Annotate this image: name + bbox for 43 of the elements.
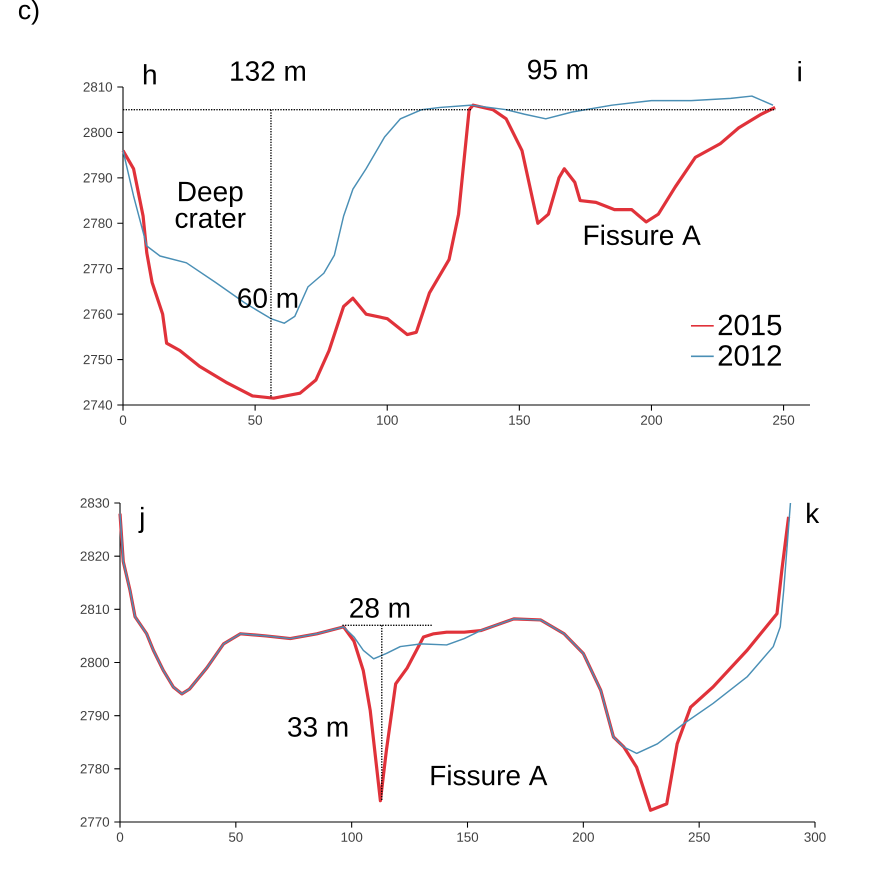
x-tick-label: 50	[248, 415, 262, 425]
annotation: Deep crater	[176, 182, 246, 228]
annotation: Fissure A	[584, 224, 701, 246]
x-tick-label: 100	[342, 832, 362, 842]
text: i	[798, 60, 801, 82]
x-tick-label: 150	[457, 832, 478, 842]
y-tick-label: 2780	[80, 764, 110, 774]
x-tick-label: 300	[804, 832, 826, 842]
y-tick-label: 2740	[84, 400, 112, 410]
text: h	[144, 64, 156, 84]
annotation: k	[807, 502, 820, 524]
x-tick-label: 250	[773, 415, 794, 425]
y-tick-label: 2790	[80, 710, 110, 720]
x-tick-label: 0	[120, 415, 126, 425]
y-tick-label: 2760	[84, 309, 112, 319]
legend-label: 2015	[718, 314, 782, 336]
x-tick-label: 250	[688, 832, 710, 842]
y-tick-label: 2770	[84, 264, 112, 274]
y-tick-label: 2820	[80, 551, 110, 561]
y-tick-label: 2810	[80, 604, 110, 614]
x-tick-label: 0	[116, 832, 124, 842]
y-tick-label: 2750	[84, 354, 112, 364]
annotation: 33 m	[288, 717, 348, 737]
annotation: 60 m	[238, 288, 298, 308]
y-tick-label: 2770	[80, 817, 110, 827]
y-tick-label: 2830	[80, 498, 110, 508]
y-tick-label: 2810	[84, 82, 112, 92]
y-tick-label: 2780	[84, 218, 112, 228]
y-tick-label: 2800	[84, 128, 112, 138]
x-tick-label: 100	[377, 415, 398, 425]
x-tick-label: 50	[228, 832, 243, 842]
y-tick-label: 2790	[84, 173, 112, 183]
annotation: 28 m	[350, 598, 410, 618]
text: 95 m	[528, 60, 588, 80]
chart-title: c)	[18, 0, 38, 25]
x-tick-label: 200	[572, 832, 594, 842]
x-tick-label: 200	[641, 415, 662, 425]
text: 132 m	[231, 61, 305, 82]
annotation: j	[138, 506, 144, 533]
y-tick-label: 2800	[80, 658, 110, 668]
annotation: Fissure A	[432, 764, 548, 786]
x-tick-label: 150	[509, 415, 530, 425]
legend-label: 2012	[718, 345, 781, 366]
